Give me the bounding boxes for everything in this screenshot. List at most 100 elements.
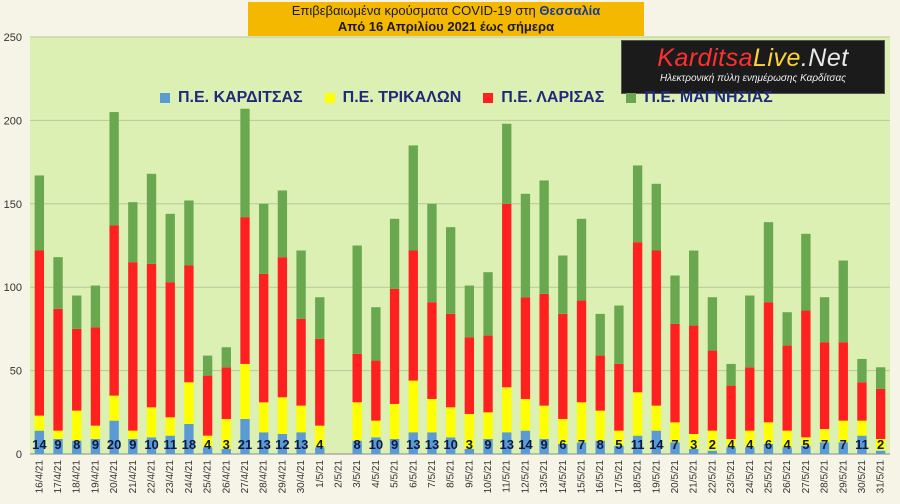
- data-label: 9: [129, 437, 136, 452]
- bar-segment: [34, 430, 45, 454]
- y-tick-label: 200: [4, 115, 22, 127]
- bar-segment: [857, 420, 867, 436]
- bar-segment: [632, 435, 643, 454]
- chart-legend: Π.Ε. ΚΑΡΔΙΤΣΑΣ Π.Ε. ΤΡΙΚΑΛΩΝ Π.Ε. ΛΑΡΙΣΑ…: [160, 87, 795, 109]
- bar-segment: [502, 203, 512, 388]
- x-tick-label: 18/4/21: [72, 460, 83, 494]
- logo-tagline: Ηλεκτρονική πύλη ενημέρωσης Καρδίτσας: [659, 73, 847, 84]
- bar-segment: [782, 345, 792, 431]
- bar-segment: [651, 183, 661, 251]
- bar-segment: [726, 385, 736, 439]
- bar-segment: [72, 410, 82, 441]
- x-tick-label: 25/4/21: [203, 460, 214, 494]
- data-label: 9: [54, 437, 61, 452]
- y-tick-label: 150: [4, 199, 22, 211]
- bar-segment: [670, 275, 680, 324]
- data-label: 4: [316, 437, 324, 452]
- legend-label-larisa: Π.Ε. ΛΑΡΙΣΑΣ: [501, 89, 605, 106]
- bar-segment: [427, 398, 437, 433]
- x-tick-label: 20/4/21: [109, 460, 120, 494]
- legend-label-karditsa: Π.Ε. ΚΑΡΔΙΤΣΑΣ: [178, 89, 303, 106]
- bar-segment: [801, 233, 811, 311]
- bar-segment: [819, 428, 830, 443]
- data-label: 11: [855, 437, 869, 452]
- x-tick-label: 22/5/21: [707, 460, 718, 494]
- bar-segment: [53, 430, 63, 439]
- bar-segment: [259, 203, 269, 274]
- site-logo: KarditsaLive.Net Ηλεκτρονική πύλη ενημέρ…: [621, 40, 885, 94]
- bar-segment: [445, 313, 456, 408]
- bar-segment: [296, 250, 306, 319]
- x-tick-label: 30/4/21: [296, 460, 307, 494]
- bar-segment: [352, 402, 362, 441]
- bar-segment: [389, 288, 400, 404]
- bar-segment: [128, 262, 138, 431]
- bar-segment: [782, 447, 792, 454]
- bar-segment: [72, 295, 82, 329]
- bar-segment: [184, 382, 194, 424]
- bar-segment: [445, 407, 456, 438]
- data-label: 13: [425, 437, 439, 452]
- bar-segment: [576, 402, 587, 443]
- bar-segment: [857, 358, 867, 383]
- bar-segment: [520, 398, 531, 431]
- bar-segment: [90, 438, 101, 454]
- bar-segment: [819, 297, 830, 343]
- bar-segment: [184, 200, 194, 266]
- bar-segment: [614, 363, 624, 431]
- bar-segment: [651, 430, 661, 454]
- x-tick-label: 3/5/21: [352, 460, 363, 488]
- bar-segment: [763, 222, 774, 303]
- chart-title-region: Θεσσαλία: [539, 3, 601, 18]
- data-label: 9: [484, 437, 491, 452]
- bar-segment: [165, 435, 175, 454]
- bar-segment: [315, 447, 325, 454]
- bar-segment: [726, 447, 736, 454]
- data-label: 4: [727, 437, 735, 452]
- bar-segment: [483, 335, 493, 413]
- legend-label-trikala: Π.Ε. ΤΡΙΚΑΛΩΝ: [342, 89, 462, 106]
- y-tick-label: 50: [10, 366, 22, 378]
- bar-segment: [539, 405, 549, 439]
- x-tick-label: 17/5/21: [614, 460, 625, 494]
- bar-segment: [651, 405, 661, 431]
- x-tick-label: 6/5/21: [408, 460, 419, 488]
- bar-segment: [464, 337, 475, 414]
- bar-segment: [146, 407, 157, 438]
- bar-segment: [819, 442, 830, 454]
- bar-segment: [445, 227, 456, 314]
- data-label: 3: [223, 437, 230, 452]
- bar-segment: [427, 432, 437, 454]
- bar-segment: [632, 392, 643, 436]
- bar-segment: [558, 443, 568, 454]
- data-label: 7: [821, 437, 828, 452]
- data-label: 13: [500, 437, 514, 452]
- bar-segment: [857, 435, 867, 454]
- bar-segment: [90, 425, 101, 439]
- bar-segment: [632, 165, 643, 243]
- bar-segment: [202, 355, 213, 376]
- bar-segment: [483, 438, 493, 454]
- bar-segment: [146, 437, 157, 454]
- bar-segment: [502, 432, 512, 454]
- data-label: 13: [256, 437, 270, 452]
- data-label: 14: [649, 437, 664, 452]
- bar-segment: [875, 438, 886, 451]
- bar-segment: [745, 447, 755, 454]
- bar-segment: [53, 438, 63, 454]
- bar-segment: [689, 325, 699, 434]
- bar-segment: [184, 265, 194, 383]
- bar-segment: [315, 297, 325, 339]
- bar-segment: [614, 305, 624, 364]
- bar-segment: [90, 327, 101, 426]
- bar-segment: [34, 250, 45, 416]
- bar-segment: [801, 445, 811, 454]
- bar-segment: [464, 448, 475, 454]
- bar-segment: [408, 250, 418, 381]
- bar-segment: [128, 202, 138, 263]
- x-tick-label: 8/5/21: [446, 460, 457, 488]
- bar-segment: [763, 302, 774, 423]
- bar-segment: [240, 108, 250, 218]
- x-tick-label: 15/5/21: [577, 460, 588, 494]
